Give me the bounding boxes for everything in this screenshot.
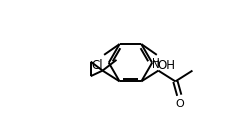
Text: N: N	[152, 60, 160, 69]
Text: O: O	[175, 98, 184, 108]
Text: OH: OH	[158, 58, 176, 71]
Text: H: H	[152, 57, 160, 67]
Text: Cl: Cl	[91, 58, 102, 71]
